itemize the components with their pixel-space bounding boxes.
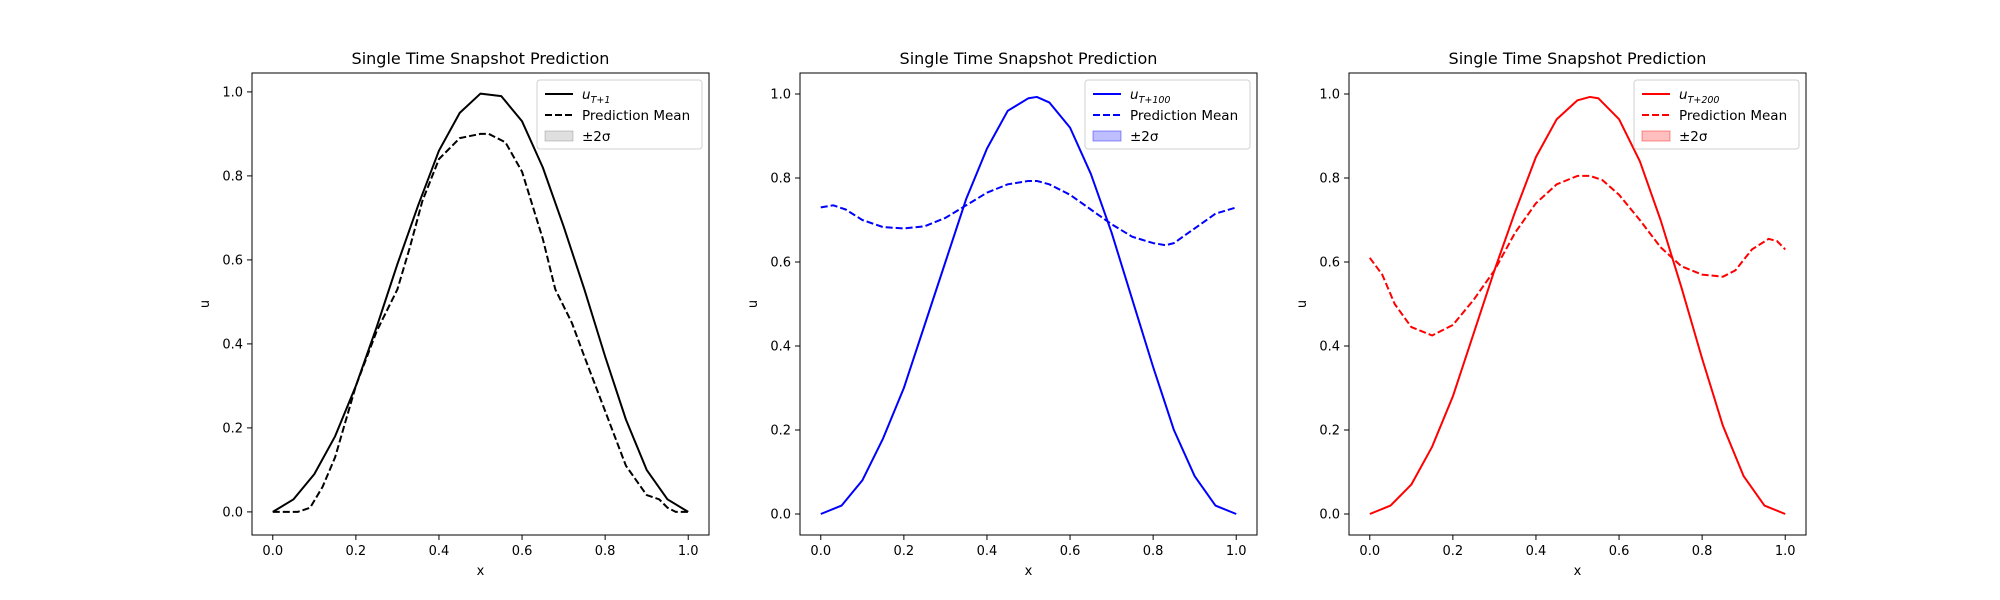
chart-panel-2: Single Time Snapshot Prediction 0.0 0.2 0.4… xyxy=(746,49,1258,579)
legend-truth-symbol: u xyxy=(582,87,591,103)
legend-mean-label: Prediction Mean xyxy=(582,108,690,124)
x-tick-label: 0.0 xyxy=(810,544,831,559)
legend: uT+100 Prediction Mean ±2σ xyxy=(1084,79,1251,150)
x-tick-label: 0.8 xyxy=(1692,544,1713,559)
ground-truth-line xyxy=(1369,95,1786,515)
prediction-mean-line xyxy=(1368,174,1786,337)
y-tick-label: 0.0 xyxy=(770,508,791,523)
legend-truth-symbol: u xyxy=(1130,87,1139,103)
x-tick-label: 0.4 xyxy=(1526,544,1547,559)
x-tick-label: 0.2 xyxy=(346,544,367,559)
y-tick-label: 0.4 xyxy=(1319,340,1340,355)
legend-truth-subscript: T+1 xyxy=(591,95,611,106)
legend-truth-subscript: T+200 xyxy=(1688,95,1720,106)
y-tick-label: 0.8 xyxy=(222,169,243,184)
y-tick-label: 0.0 xyxy=(1319,508,1340,523)
legend-box xyxy=(1633,79,1800,150)
y-tick-label: 0.6 xyxy=(222,253,243,268)
legend-band-swatch xyxy=(1641,130,1671,142)
x-tick-label: 0.0 xyxy=(1359,544,1380,559)
y-tick-label: 0.2 xyxy=(770,424,791,439)
legend: uT+200 Prediction Mean ±2σ xyxy=(1633,79,1800,150)
chart-title: Single Time Snapshot Prediction xyxy=(1449,49,1707,68)
y-axis-label: u xyxy=(1295,300,1310,308)
y-tick-label: 0.8 xyxy=(770,172,791,187)
legend-truth-label: uT+100 xyxy=(1130,87,1170,106)
plot-frame xyxy=(799,72,1258,536)
x-tick-label: 0.8 xyxy=(1143,544,1164,559)
y-axis-label: u xyxy=(746,300,761,308)
chart-title: Single Time Snapshot Prediction xyxy=(900,49,1158,68)
x-tick-label: 0.6 xyxy=(1060,544,1081,559)
chart-panel-3: Single Time Snapshot Prediction 0.0 0.2 0.4… xyxy=(1295,49,1807,579)
chart-panel-1: Single Time Snapshot Prediction 0.0 0.2 0.4… xyxy=(198,49,710,579)
y-tick-label: 0.6 xyxy=(1319,256,1340,271)
y-tick-label: 0.4 xyxy=(770,340,791,355)
y-axis-label: u xyxy=(198,300,213,308)
ground-truth-line xyxy=(272,92,689,513)
x-axis-label: x xyxy=(1574,564,1582,579)
x-axis-label: x xyxy=(1025,564,1033,579)
ground-truth-line xyxy=(820,95,1237,515)
y-tick-label: 0.6 xyxy=(770,256,791,271)
legend-band-label: ±2σ xyxy=(1130,129,1159,145)
legend-box xyxy=(536,79,703,150)
chart-title: Single Time Snapshot Prediction xyxy=(352,49,610,68)
prediction-mean-line xyxy=(272,132,689,513)
x-tick-label: 1.0 xyxy=(678,544,699,559)
x-tick-label: 0.2 xyxy=(894,544,915,559)
x-tick-label: 0.6 xyxy=(512,544,533,559)
x-tick-label: 0.4 xyxy=(429,544,450,559)
legend-band-label: ±2σ xyxy=(1679,129,1708,145)
y-tick-label: 0.2 xyxy=(1319,424,1340,439)
y-tick-label: 0.4 xyxy=(222,337,243,352)
y-tick-label: 0.2 xyxy=(222,421,243,436)
x-tick-label: 0.0 xyxy=(262,544,283,559)
x-tick-label: 1.0 xyxy=(1226,544,1247,559)
x-tick-label: 0.4 xyxy=(977,544,998,559)
x-tick-label: 0.6 xyxy=(1609,544,1630,559)
plot-frame xyxy=(1348,72,1807,536)
x-tick-label: 1.0 xyxy=(1775,544,1796,559)
legend-mean-label: Prediction Mean xyxy=(1130,108,1238,124)
legend-mean-label: Prediction Mean xyxy=(1679,108,1787,124)
plot-frame xyxy=(251,72,710,536)
legend-truth-symbol: u xyxy=(1679,87,1688,103)
legend-band-swatch xyxy=(1092,130,1122,142)
y-tick-label: 1.0 xyxy=(1319,88,1340,103)
x-tick-label: 0.2 xyxy=(1443,544,1464,559)
prediction-mean-line xyxy=(820,179,1237,247)
legend-band-label: ±2σ xyxy=(582,129,611,145)
legend-box xyxy=(1084,79,1251,150)
y-tick-label: 0.0 xyxy=(222,505,243,520)
legend-truth-subscript: T+100 xyxy=(1139,95,1171,106)
y-tick-label: 1.0 xyxy=(770,88,791,103)
x-tick-label: 0.8 xyxy=(595,544,616,559)
legend: uT+1 Prediction Mean ±2σ xyxy=(536,79,703,150)
legend-band-swatch xyxy=(544,130,574,142)
x-axis-label: x xyxy=(477,564,485,579)
y-tick-label: 1.0 xyxy=(222,85,243,100)
legend-truth-label: uT+1 xyxy=(582,87,610,106)
legend-truth-label: uT+200 xyxy=(1679,87,1719,106)
y-tick-label: 0.8 xyxy=(1319,172,1340,187)
